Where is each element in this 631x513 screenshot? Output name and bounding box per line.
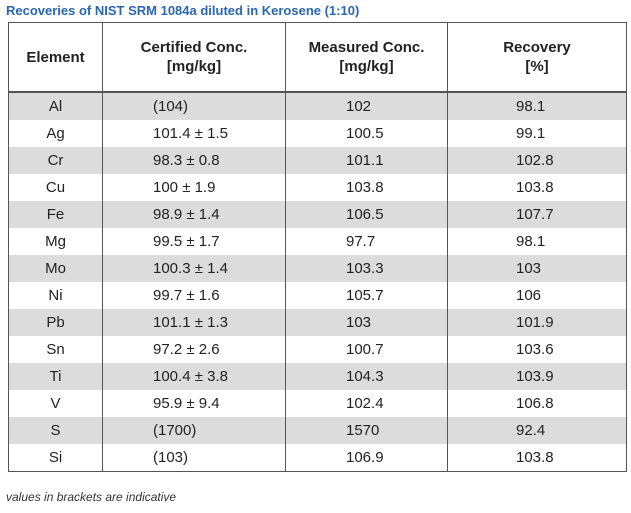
table-cell: 102.8 — [447, 147, 627, 174]
table-row: Si (103) 106.9 103.8 — [8, 444, 627, 472]
table-cell: 103.8 — [285, 174, 448, 201]
table-cell: Cu — [8, 174, 103, 201]
table-row: Ti 100.4 ± 3.8 104.3 103.9 — [8, 363, 627, 390]
footnote: values in brackets are indicative — [6, 490, 177, 504]
table-row: Ni 99.7 ± 1.6 105.7 106 — [8, 282, 627, 309]
table-cell: 98.1 — [447, 92, 627, 120]
table-cell: 97.7 — [285, 228, 448, 255]
table-cell: 99.5 ± 1.7 — [102, 228, 286, 255]
table-cell: 100.4 ± 3.8 — [102, 363, 286, 390]
table-cell: 97.2 ± 2.6 — [102, 336, 286, 363]
table-cell: 103.8 — [447, 444, 627, 472]
table-cell: 100.3 ± 1.4 — [102, 255, 286, 282]
table-cell: Ni — [8, 282, 103, 309]
table-row: Al (104) 102 98.1 — [8, 92, 627, 120]
table-cell: 100 ± 1.9 — [102, 174, 286, 201]
table-cell: 101.1 ± 1.3 — [102, 309, 286, 336]
table-cell: Ti — [8, 363, 103, 390]
table-row: Cr 98.3 ± 0.8 101.1 102.8 — [8, 147, 627, 174]
table-cell: 92.4 — [447, 417, 627, 444]
table-row: V 95.9 ± 9.4 102.4 106.8 — [8, 390, 627, 417]
table-cell: (103) — [102, 444, 286, 472]
table-cell: 100.7 — [285, 336, 448, 363]
table-cell: (104) — [102, 92, 286, 120]
table-cell: 103.6 — [447, 336, 627, 363]
table-cell: 106 — [447, 282, 627, 309]
table-cell: Fe — [8, 201, 103, 228]
table-cell: 106.8 — [447, 390, 627, 417]
table-cell: 103 — [285, 309, 448, 336]
table-cell: 106.9 — [285, 444, 448, 472]
header-line: [mg/kg] — [166, 58, 222, 75]
table-cell: 103.3 — [285, 255, 448, 282]
table-cell: 105.7 — [285, 282, 448, 309]
table-body: Al (104) 102 98.1 Ag 101.4 ± 1.5 100.5 99.1 Cr 98… — [8, 92, 627, 472]
header-line: [mg/kg] — [339, 58, 394, 75]
table-cell: S — [8, 417, 103, 444]
table-row: Fe 98.9 ± 1.4 106.5 107.7 — [8, 201, 627, 228]
table-cell: 100.5 — [285, 120, 448, 147]
table-cell: 103.9 — [447, 363, 627, 390]
table-row: S (1700) 1570 92.4 — [8, 417, 627, 444]
header-cell: Certified Conc. [mg/kg] — [102, 22, 286, 93]
table-cell: 101.1 — [285, 147, 448, 174]
table-row: Mg 99.5 ± 1.7 97.7 98.1 — [8, 228, 627, 255]
table-cell: 95.9 ± 9.4 — [102, 390, 286, 417]
table-cell: 101.9 — [447, 309, 627, 336]
table-cell: 99.7 ± 1.6 — [102, 282, 286, 309]
table-cell: V — [8, 390, 103, 417]
table-cell: Mo — [8, 255, 103, 282]
header-line: Recovery — [503, 39, 571, 56]
table-title: Recoveries of NIST SRM 1084a diluted in … — [6, 3, 360, 18]
table-cell: 102 — [285, 92, 448, 120]
header-row: Element Certified Conc. [mg/kg] Measured Co… — [8, 22, 627, 93]
table-cell: Pb — [8, 309, 103, 336]
table-cell: Cr — [8, 147, 103, 174]
header-line: [%] — [525, 58, 549, 75]
table-cell: 98.1 — [447, 228, 627, 255]
data-table: Element Certified Conc. [mg/kg] Measured Co… — [8, 22, 627, 472]
table-cell: 103.8 — [447, 174, 627, 201]
table-cell: 101.4 ± 1.5 — [102, 120, 286, 147]
table-cell: 1570 — [285, 417, 448, 444]
table-cell: 98.3 ± 0.8 — [102, 147, 286, 174]
table-cell: Mg — [8, 228, 103, 255]
header-line: Element — [26, 48, 85, 66]
header-line: Measured Conc. — [308, 39, 425, 56]
table-cell: 106.5 — [285, 201, 448, 228]
header-cell: Measured Conc. [mg/kg] — [285, 22, 448, 93]
table-row: Ag 101.4 ± 1.5 100.5 99.1 — [8, 120, 627, 147]
table-row: Pb 101.1 ± 1.3 103 101.9 — [8, 309, 627, 336]
table-cell: 107.7 — [447, 201, 627, 228]
table-cell: Al — [8, 92, 103, 120]
table-cell: 98.9 ± 1.4 — [102, 201, 286, 228]
header-line: Certified Conc. — [140, 39, 248, 56]
table-cell: 104.3 — [285, 363, 448, 390]
table-cell: (1700) — [102, 417, 286, 444]
table-row: Cu 100 ± 1.9 103.8 103.8 — [8, 174, 627, 201]
table-cell: Ag — [8, 120, 103, 147]
table-cell: 99.1 — [447, 120, 627, 147]
table-cell: 103 — [447, 255, 627, 282]
table-row: Mo 100.3 ± 1.4 103.3 103 — [8, 255, 627, 282]
table-cell: Sn — [8, 336, 103, 363]
header-cell: Recovery [%] — [447, 22, 627, 93]
header-cell: Element — [8, 22, 103, 93]
table-cell: Si — [8, 444, 103, 472]
table-row: Sn 97.2 ± 2.6 100.7 103.6 — [8, 336, 627, 363]
table-cell: 102.4 — [285, 390, 448, 417]
